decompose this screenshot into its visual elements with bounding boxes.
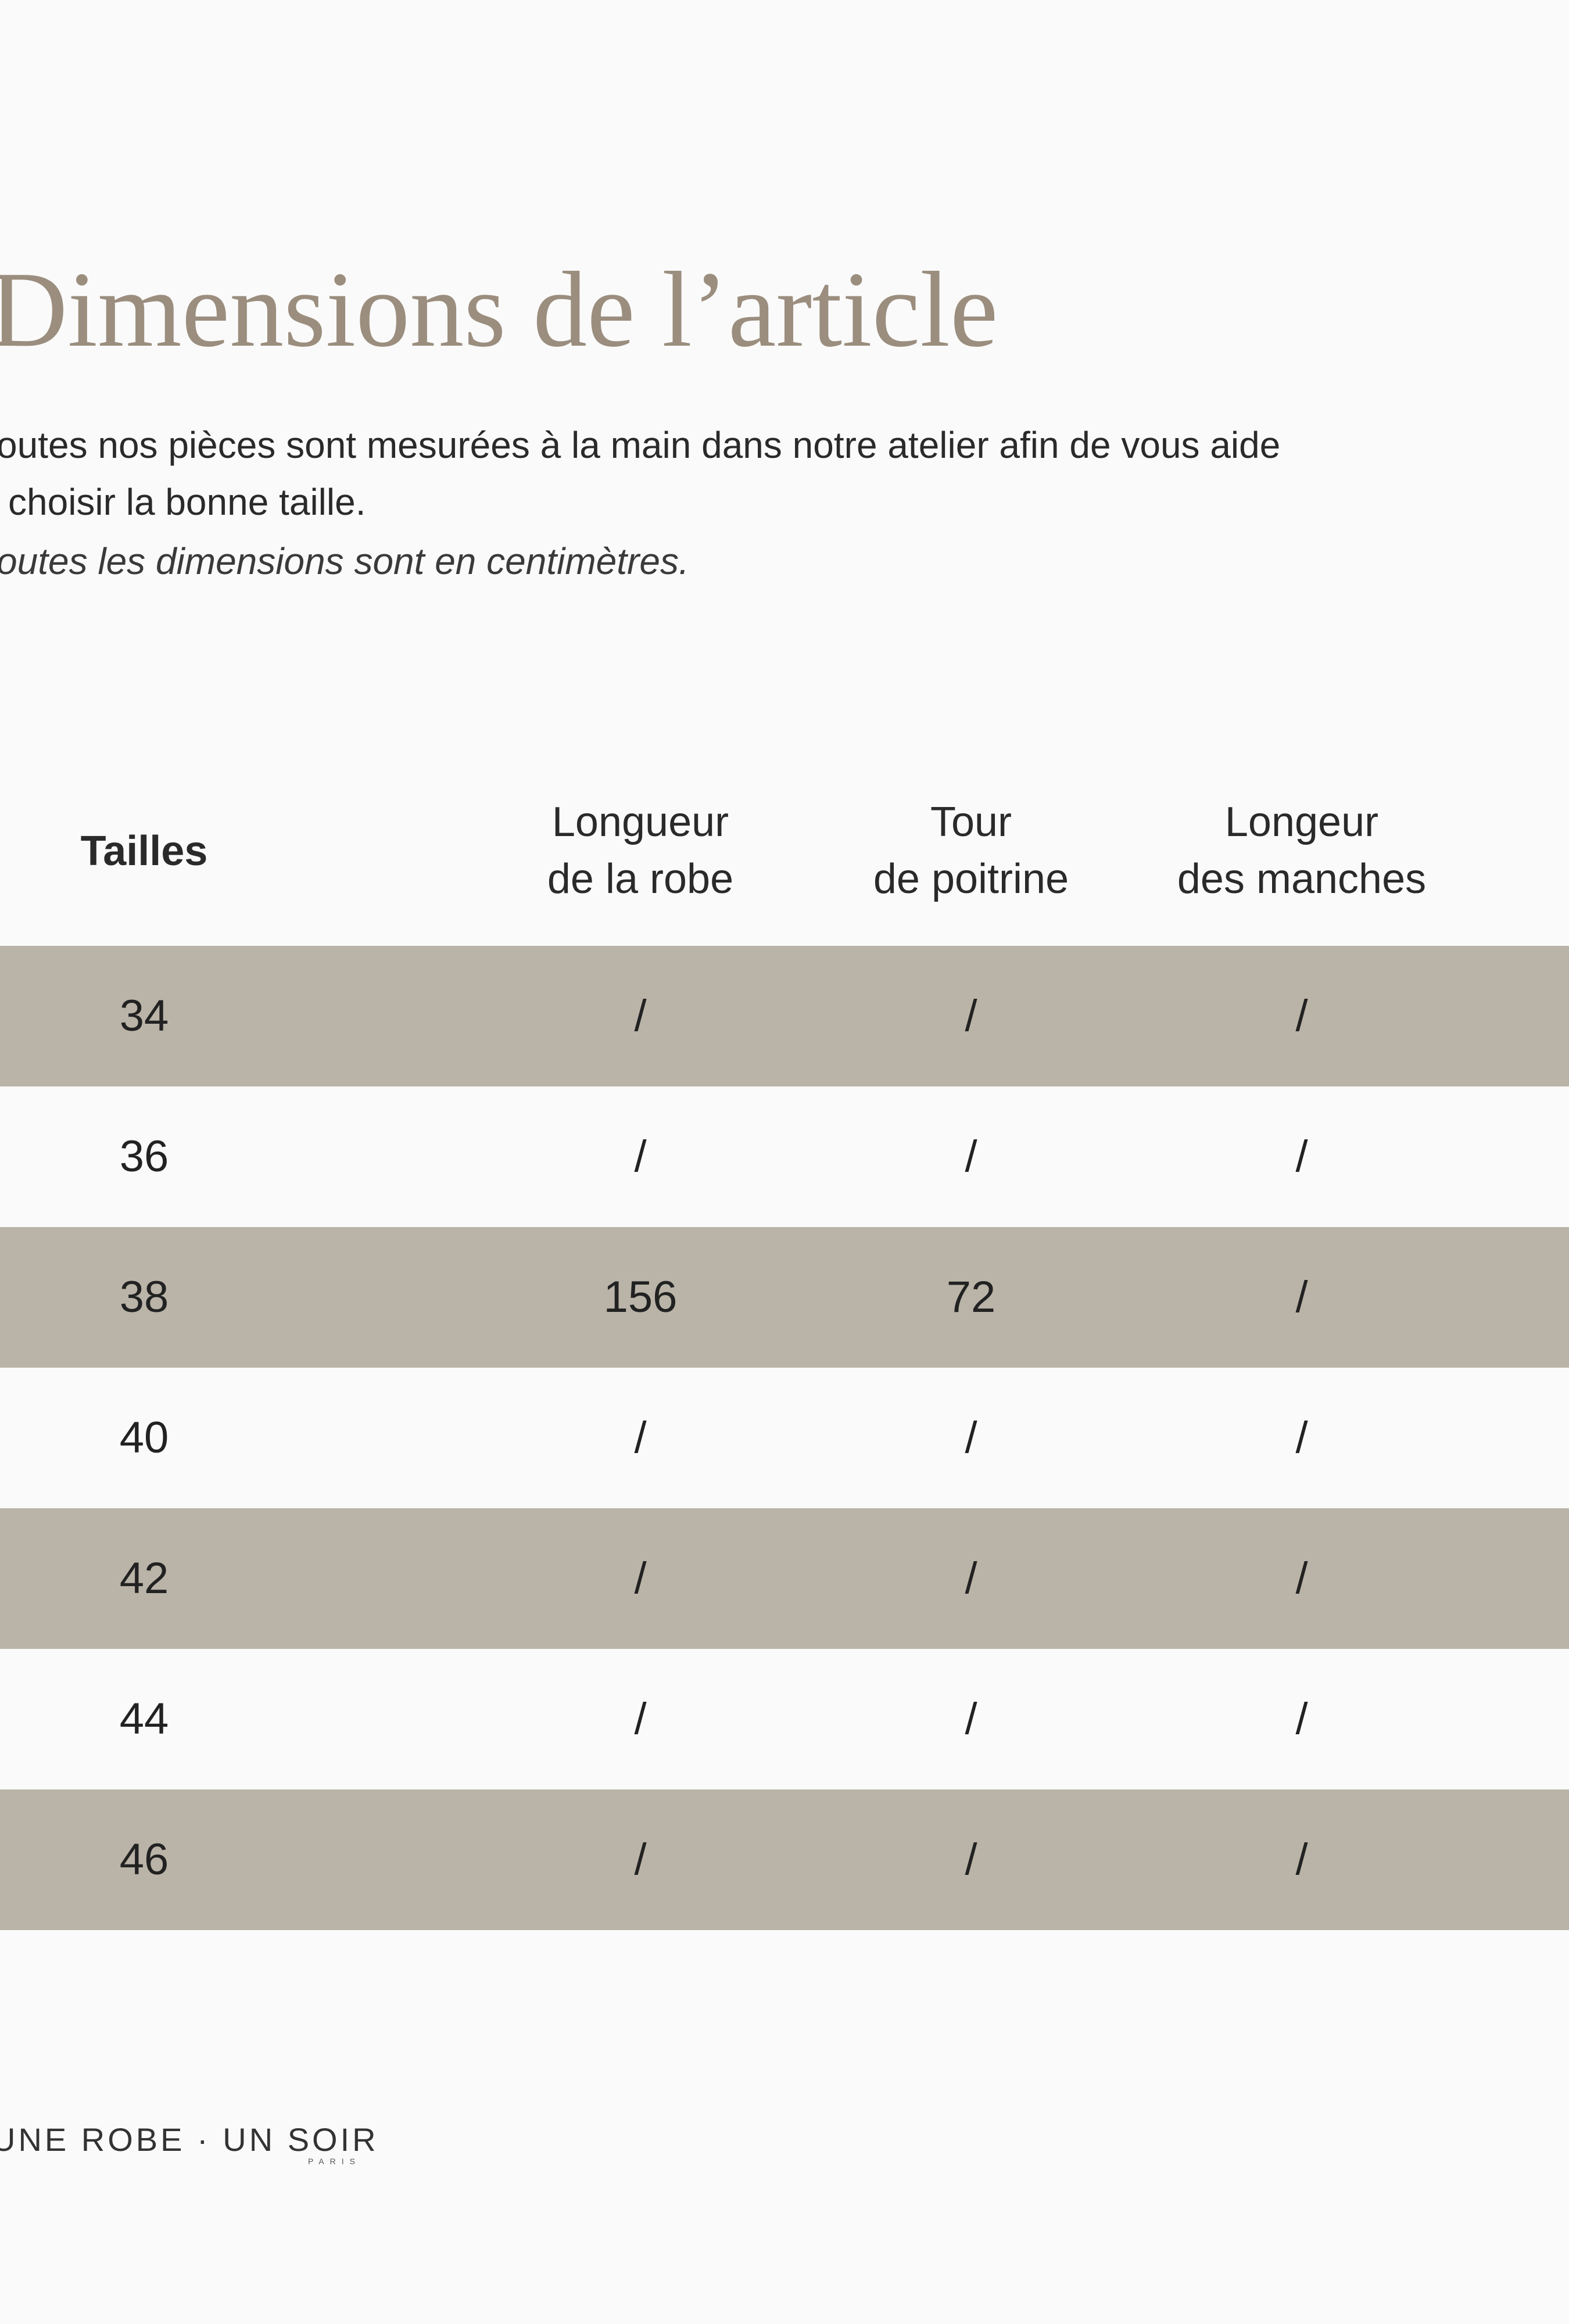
table-cell: / [1295,991,1308,1041]
intro-note: outes les dimensions sont en centimètres… [0,540,689,582]
table-row: 42 / / / [0,1508,1569,1649]
table-row: 36 / / / [0,1086,1569,1227]
intro-line: choisir la bonne taille. [8,481,366,523]
intro-line: outes nos pièces sont mesurées à la main… [0,424,1281,466]
header-line: Tailles [80,828,208,874]
table-cell: / [965,1132,977,1181]
table-cell: / [1295,1554,1308,1603]
column-header: Longueur de la robe [547,794,733,908]
table-cell: 40 [119,1413,169,1462]
table-cell: / [965,991,977,1041]
page-title: Dimensions de l’article [0,250,998,370]
table-cell: / [1295,1835,1308,1884]
table-cell: / [634,1132,647,1181]
table-row: 46 / / / [0,1789,1569,1930]
header-line: Tour [930,799,1012,845]
table-cell: 38 [119,1272,169,1322]
brand-logo: UNE ROBE · UN SOIR [0,2121,379,2158]
table-cell: 44 [119,1694,169,1744]
header-line: Longueur [551,799,729,845]
header-line: de la robe [547,856,734,902]
table-cell: 156 [603,1272,678,1322]
table-cell: / [1295,1272,1308,1322]
table-cell: / [634,1413,647,1462]
table-cell: 46 [119,1835,169,1884]
brand-city: PARIS [308,2157,361,2166]
table-cell: / [634,1554,647,1603]
column-header: Tour de poitrine [873,794,1069,908]
table-cell: / [634,991,647,1041]
table-cell: / [965,1413,977,1462]
table-cell: 36 [119,1132,169,1181]
column-header: Tailles [81,823,208,880]
header-line: de poitrine [873,856,1069,902]
table-row: 40 / / / [0,1368,1569,1508]
table-row: 34 / / / [0,946,1569,1086]
table-row: 44 / / / [0,1649,1569,1789]
table-cell: / [634,1835,647,1884]
header-line: des manches [1177,856,1427,902]
table-cell: 34 [119,991,169,1041]
table-cell: / [965,1694,977,1744]
table-cell: 72 [946,1272,996,1322]
table-cell: / [965,1835,977,1884]
table-row: 38 156 72 / [0,1227,1569,1368]
column-header: Longeur des manches [1177,794,1426,908]
table-cell: / [1295,1413,1308,1462]
table-cell: 42 [119,1554,169,1603]
table-cell: / [965,1554,977,1603]
table-cell: / [1295,1694,1308,1744]
header-line: Longeur [1224,799,1379,845]
table-cell: / [1295,1132,1308,1181]
table-cell: / [634,1694,647,1744]
